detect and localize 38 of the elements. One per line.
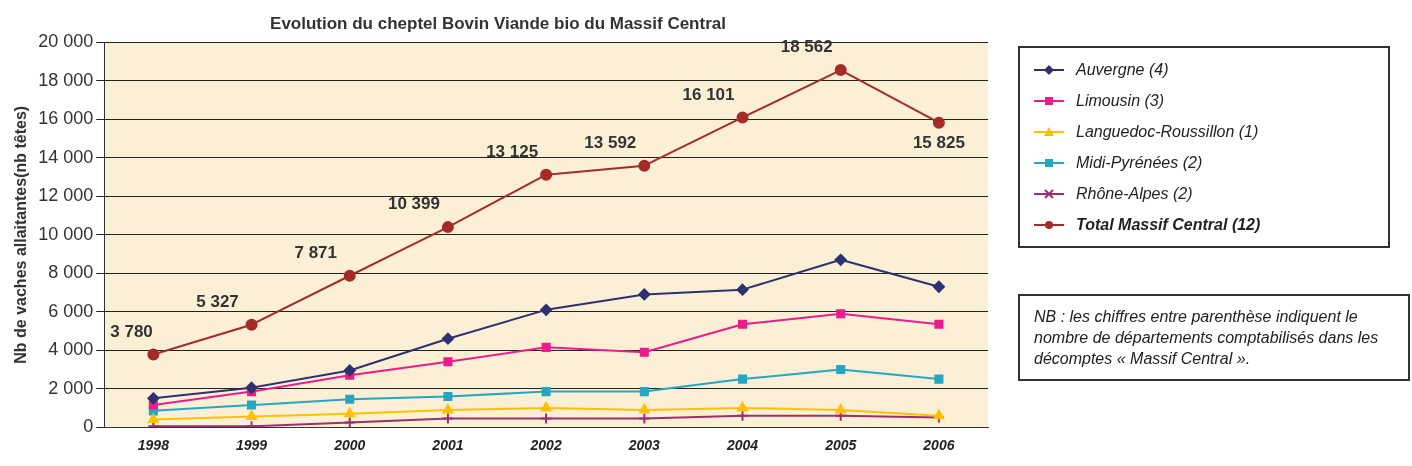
y-tick-label: 4 000	[48, 339, 94, 360]
y-tick-label: 16 000	[38, 108, 94, 129]
text: NB : les chiffres entre parenthèse indiquent le nombre de départements comptabilisés dans les décomptes « Massif Central ».	[1018, 294, 1410, 381]
x-tick-label: 2005	[824, 437, 857, 454]
y-tick-label: 20 000	[38, 31, 94, 52]
y-tick-label: 10 000	[38, 223, 94, 244]
x-tick-label: 2006	[922, 437, 955, 454]
data-label: 13 592	[584, 132, 637, 152]
y-tick-label: 14 000	[38, 146, 94, 167]
y-tick-label: 6 000	[48, 300, 94, 321]
x-tick-label: 2003	[627, 437, 661, 454]
y-tick-label: 0	[83, 416, 94, 437]
x-tick-label: 2000	[333, 437, 366, 454]
legend-label: Rhône-Alpes (2)	[1076, 184, 1193, 203]
data-label: 7 871	[294, 242, 338, 262]
data-label: 16 101	[682, 84, 735, 104]
legend-label: Languedoc-Roussillon (1)	[1076, 122, 1259, 141]
data-label: 18 562	[780, 37, 833, 57]
x-tick-label: 1998	[137, 437, 170, 454]
data-label: 13 125	[486, 141, 539, 161]
data-label: 3 780	[110, 321, 153, 341]
y-tick-label: 8 000	[48, 262, 94, 283]
x-tick-label: 2001	[431, 437, 464, 454]
legend-label: Midi-Pyrénées (2)	[1076, 153, 1203, 172]
x-tick-label: 2002	[529, 437, 562, 454]
legend-label: Auvergne (4)	[1076, 60, 1169, 79]
y-tick-label: 12 000	[38, 185, 94, 206]
y-axis-title: Nb de vaches allaitantes(nb têtes)	[12, 105, 30, 364]
chart-title: Evolution du cheptel Bovin Viande bio du Massif Central	[270, 13, 726, 33]
y-tick-label: 2 000	[48, 377, 94, 398]
x-tick-label: 1999	[235, 437, 268, 454]
data-label: 10 399	[387, 194, 440, 214]
y-tick-label: 18 000	[38, 69, 94, 90]
x-tick-label: 2004	[725, 437, 759, 454]
legend-label: Limousin (3)	[1076, 91, 1165, 110]
data-label: 5 327	[196, 291, 239, 311]
data-label: 15 825	[912, 132, 965, 152]
legend-label: Total Massif Central (12)	[1076, 215, 1261, 234]
